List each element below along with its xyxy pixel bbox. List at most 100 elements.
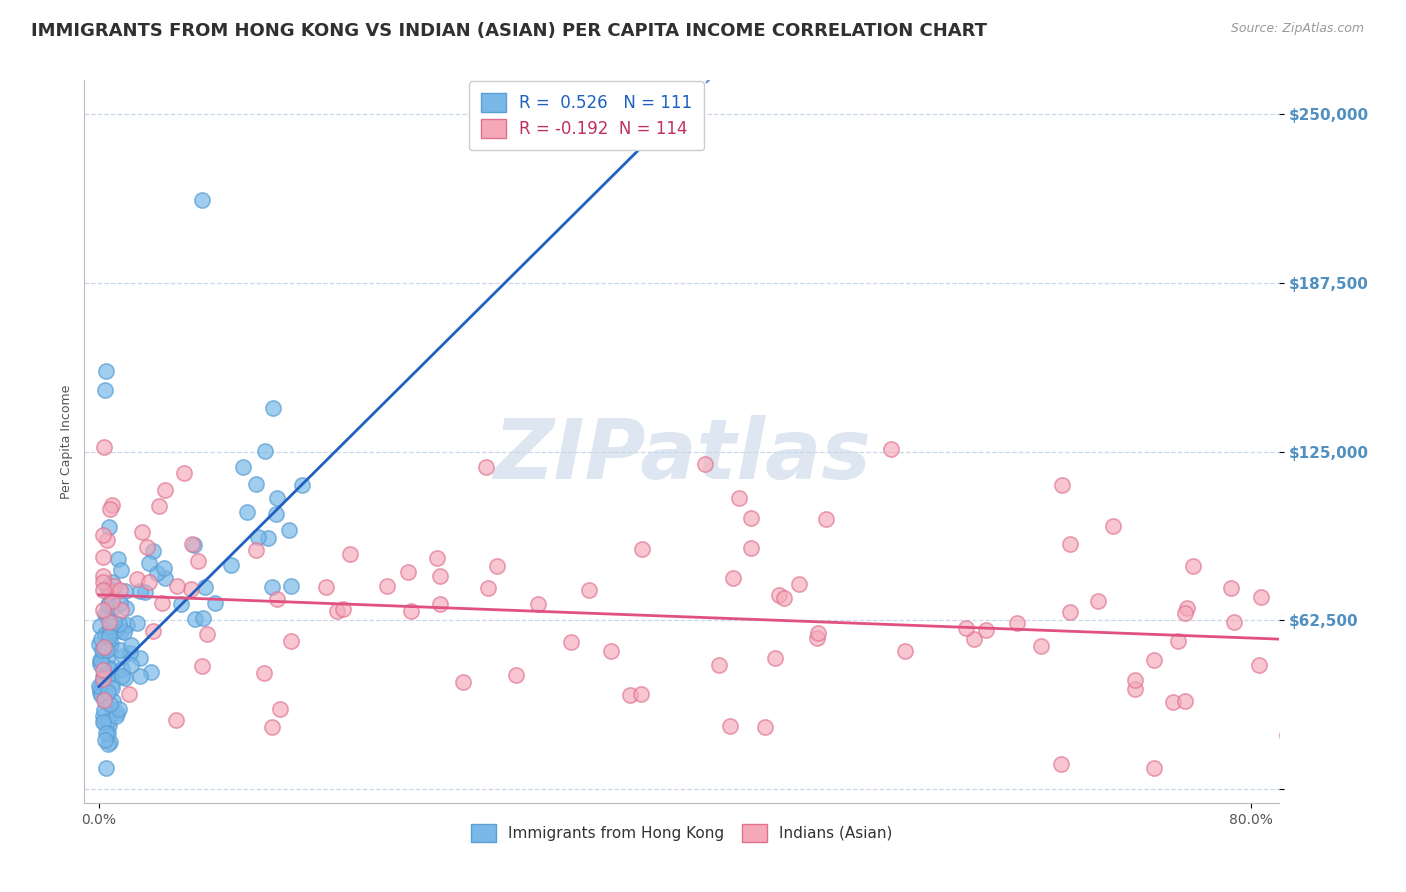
Point (1302, 605, 1324, 619)
Point (1306, 652, 1329, 666)
Point (91, 677, 114, 691)
Text: Source: ZipAtlas.com: Source: ZipAtlas.com (1230, 22, 1364, 36)
Point (728, 491, 751, 505)
Point (98, 718, 121, 732)
Point (91, 549, 114, 564)
Point (111, 669, 134, 683)
Point (91, 672, 114, 686)
Point (1382, 598, 1405, 612)
Point (97, 596, 120, 610)
Point (1250, 590, 1272, 604)
Point (631, 542, 654, 557)
Point (429, 568, 451, 582)
Point (89, 685, 111, 699)
Point (101, 706, 124, 721)
Point (894, 644, 917, 658)
Point (129, 651, 152, 665)
Point (262, 401, 284, 416)
Point (754, 720, 776, 734)
Point (451, 675, 474, 690)
Point (97, 615, 120, 630)
Point (131, 524, 153, 539)
Point (976, 624, 998, 638)
Point (94, 607, 117, 621)
Point (120, 657, 142, 672)
Point (695, 457, 717, 471)
Text: ZIPatlas: ZIPatlas (494, 416, 870, 497)
Point (166, 579, 188, 593)
Point (89, 679, 111, 693)
Point (110, 596, 132, 610)
Point (260, 719, 283, 733)
Point (806, 631, 828, 645)
Point (93, 527, 115, 541)
Point (96, 533, 118, 547)
Point (1102, 518, 1125, 533)
Point (195, 627, 218, 641)
Point (100, 677, 122, 691)
Point (105, 706, 128, 720)
Point (115, 618, 138, 632)
Point (477, 582, 499, 596)
Point (246, 529, 269, 543)
Point (100, 594, 122, 608)
Point (97, 737, 120, 751)
Point (125, 572, 148, 586)
Point (97, 714, 120, 728)
Point (100, 681, 122, 695)
Point (100, 574, 122, 589)
Point (1223, 615, 1246, 630)
Point (773, 591, 796, 605)
Point (98, 697, 121, 711)
Point (1219, 581, 1241, 595)
Point (768, 588, 790, 602)
Point (101, 583, 124, 598)
Point (315, 580, 337, 594)
Point (89, 657, 111, 671)
Point (187, 554, 209, 568)
Point (98, 735, 121, 749)
Point (619, 688, 641, 702)
Point (153, 483, 176, 497)
Point (97, 598, 120, 612)
Point (91, 709, 114, 723)
Point (173, 466, 195, 480)
Point (879, 442, 901, 456)
Point (138, 574, 160, 589)
Point (1059, 605, 1081, 619)
Point (180, 582, 202, 597)
Point (97, 685, 120, 699)
Point (253, 444, 276, 458)
Point (111, 662, 134, 676)
Point (718, 719, 741, 733)
Point (93, 440, 115, 454)
Point (1181, 559, 1204, 574)
Point (120, 638, 142, 652)
Point (1059, 537, 1081, 551)
Point (740, 541, 762, 555)
Point (1052, 478, 1074, 492)
Point (807, 626, 830, 640)
Point (96, 670, 118, 684)
Point (257, 531, 280, 545)
Point (204, 596, 226, 610)
Point (560, 634, 582, 648)
Point (98, 583, 121, 598)
Point (396, 565, 419, 579)
Point (1326, 741, 1348, 756)
Point (110, 624, 132, 638)
Point (325, 604, 347, 618)
Point (141, 544, 163, 558)
Point (955, 621, 977, 635)
Point (98, 624, 121, 639)
Point (90, 643, 112, 657)
Point (219, 558, 242, 572)
Point (114, 671, 136, 685)
Point (97, 726, 120, 740)
Point (91, 569, 114, 583)
Point (110, 563, 132, 577)
Point (111, 649, 134, 664)
Point (183, 538, 205, 552)
Point (266, 491, 288, 506)
Point (1340, 690, 1362, 705)
